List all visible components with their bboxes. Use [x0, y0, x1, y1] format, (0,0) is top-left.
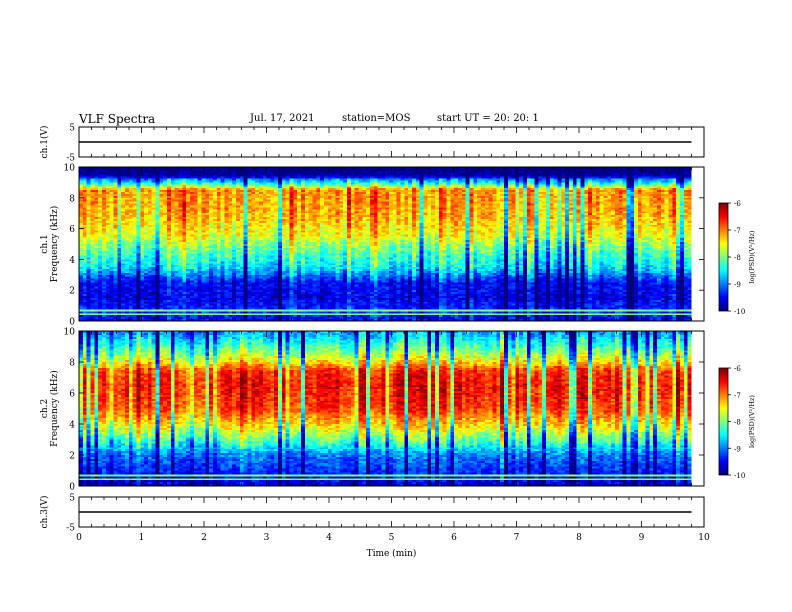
- ch2-spectrogram: [79, 331, 692, 486]
- time-tick-label: 0: [76, 533, 82, 543]
- time-tick-label: 10: [698, 533, 710, 543]
- ch2-frequency-ylabel: Frequency (kHz): [49, 370, 60, 447]
- time-tick-label: 6: [451, 533, 457, 543]
- ch2-colorbar: [719, 368, 728, 475]
- time-axis-label: Time (min): [367, 548, 417, 559]
- ch2-frequency-tick-label: 0: [69, 483, 75, 493]
- ch2-label: ch.2: [40, 399, 50, 418]
- ch1-colorbar: [719, 203, 728, 311]
- station-label: station=MOS: [342, 113, 411, 124]
- time-tick-label: 8: [576, 533, 582, 543]
- ch1-frequency-tick-label: 0: [69, 318, 75, 328]
- ch1-frequency-ylabel: Frequency (kHz): [49, 206, 60, 283]
- colorbar-tick-label: -10: [734, 472, 745, 480]
- time-tick-label: 4: [326, 533, 332, 543]
- colorbar-tick-label: -8: [734, 419, 741, 427]
- ch1-frequency-tick-label: 8: [69, 194, 75, 204]
- time-tick-label: 7: [514, 533, 520, 543]
- ch2-frequency-tick-label: 10: [64, 328, 76, 338]
- ch2-frequency-tick-label: 8: [69, 359, 75, 369]
- ch2-frequency-tick-label: 6: [69, 390, 75, 400]
- ch1-frequency-tick-label: 4: [69, 256, 75, 266]
- ch1-label: ch.1: [40, 234, 50, 253]
- colorbar-tick-label: -10: [734, 308, 745, 316]
- colorbar-tick-label: -9: [734, 281, 741, 289]
- colorbar-tick-label: -7: [734, 227, 741, 235]
- colorbar-tick-label: -6: [734, 200, 741, 208]
- ch3-waveform-ylabel: ch.3(V): [39, 496, 50, 529]
- colorbar-tick-label: -7: [734, 392, 741, 400]
- time-tick-label: 5: [389, 533, 395, 543]
- ch3-waveform-tick-label: -5: [66, 524, 75, 534]
- ch1-colorbar-label: log(PSD)(V²/Hz): [748, 230, 756, 283]
- ch1-waveform-tick-label: -5: [66, 154, 75, 164]
- figure-title: VLF Spectra: [79, 112, 156, 126]
- ch1-spectrogram: [79, 167, 692, 321]
- colorbar-tick-label: -6: [734, 365, 741, 373]
- colorbar-tick-label: -9: [734, 445, 741, 453]
- ch2-colorbar-label: log(PSD)(V²/Hz): [748, 395, 756, 448]
- time-tick-label: 2: [201, 533, 207, 543]
- ch1-frequency-tick-label: 6: [69, 225, 75, 235]
- time-tick-label: 1: [139, 533, 145, 543]
- ch1-frequency-tick-label: 10: [64, 164, 76, 174]
- start-time-label: start UT = 20: 20: 1: [437, 113, 539, 124]
- time-tick-label: 9: [639, 533, 645, 543]
- ch3-waveform-tick-label: 5: [69, 494, 75, 504]
- ch1-waveform-ylabel: ch.1(V): [39, 126, 50, 159]
- colorbar-tick-label: -8: [734, 254, 741, 262]
- ch1-waveform-tick-label: 5: [69, 124, 75, 134]
- ch2-frequency-tick-label: 2: [69, 452, 75, 462]
- ch1-frequency-tick-label: 2: [69, 287, 75, 297]
- date-label: Jul. 17, 2021: [250, 113, 315, 124]
- ch2-frequency-tick-label: 4: [69, 421, 75, 431]
- time-tick-label: 3: [264, 533, 270, 543]
